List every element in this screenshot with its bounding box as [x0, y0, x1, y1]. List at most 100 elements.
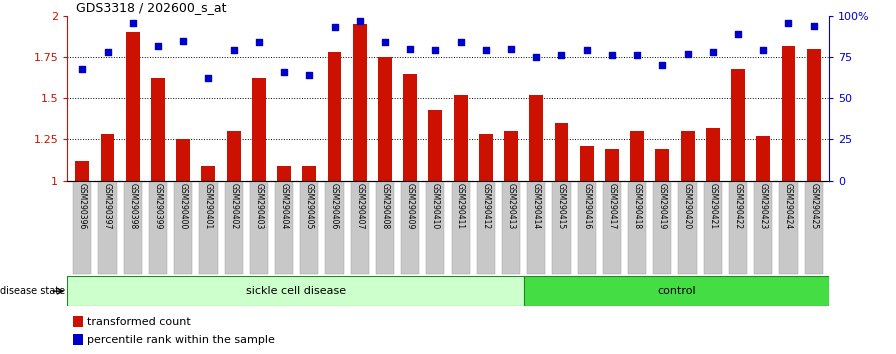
- Text: GSM290418: GSM290418: [633, 183, 642, 229]
- Text: GSM290414: GSM290414: [531, 183, 541, 230]
- FancyBboxPatch shape: [124, 182, 142, 274]
- FancyBboxPatch shape: [805, 182, 823, 274]
- Bar: [681, 131, 694, 181]
- Bar: [403, 74, 418, 181]
- FancyBboxPatch shape: [678, 182, 697, 274]
- FancyBboxPatch shape: [174, 182, 193, 274]
- Point: [806, 23, 821, 29]
- Text: GSM290399: GSM290399: [153, 183, 162, 230]
- Text: GSM290412: GSM290412: [481, 183, 490, 229]
- Bar: [277, 166, 291, 181]
- FancyBboxPatch shape: [250, 182, 268, 274]
- Text: GSM290403: GSM290403: [254, 183, 263, 230]
- Text: GSM290421: GSM290421: [709, 183, 718, 229]
- Text: GSM290404: GSM290404: [280, 183, 289, 230]
- Point: [655, 62, 669, 68]
- FancyBboxPatch shape: [754, 182, 772, 274]
- Text: GSM290417: GSM290417: [607, 183, 616, 230]
- Bar: [605, 149, 619, 181]
- FancyBboxPatch shape: [300, 182, 318, 274]
- Bar: [756, 136, 771, 181]
- Bar: [302, 166, 316, 181]
- Bar: [328, 52, 341, 181]
- Point: [227, 48, 241, 53]
- Point: [202, 76, 216, 81]
- FancyBboxPatch shape: [99, 182, 116, 274]
- Bar: [478, 135, 493, 181]
- Text: GSM290415: GSM290415: [557, 183, 566, 230]
- FancyBboxPatch shape: [199, 182, 218, 274]
- Bar: [524, 276, 829, 306]
- Bar: [75, 161, 90, 181]
- Point: [428, 48, 443, 53]
- FancyBboxPatch shape: [477, 182, 495, 274]
- FancyBboxPatch shape: [426, 182, 444, 274]
- Bar: [731, 69, 745, 181]
- FancyBboxPatch shape: [653, 182, 671, 274]
- FancyBboxPatch shape: [225, 182, 243, 274]
- Text: GSM290416: GSM290416: [582, 183, 591, 230]
- Point: [706, 49, 720, 55]
- FancyBboxPatch shape: [401, 182, 419, 274]
- Point: [580, 48, 594, 53]
- Bar: [202, 166, 215, 181]
- Point: [530, 54, 544, 60]
- Text: GSM290398: GSM290398: [128, 183, 137, 230]
- Point: [151, 43, 165, 48]
- Bar: [353, 24, 366, 181]
- FancyBboxPatch shape: [502, 182, 520, 274]
- Point: [378, 39, 392, 45]
- FancyBboxPatch shape: [780, 182, 797, 274]
- FancyBboxPatch shape: [376, 182, 394, 274]
- Bar: [655, 149, 669, 181]
- Point: [605, 53, 619, 58]
- Point: [756, 48, 771, 53]
- Point: [781, 20, 796, 25]
- Text: GSM290420: GSM290420: [683, 183, 692, 230]
- Point: [478, 48, 493, 53]
- Text: GSM290425: GSM290425: [809, 183, 818, 230]
- Point: [630, 53, 644, 58]
- Text: GSM290401: GSM290401: [204, 183, 213, 230]
- Bar: [580, 146, 594, 181]
- Text: GSM290402: GSM290402: [229, 183, 238, 230]
- FancyBboxPatch shape: [275, 182, 293, 274]
- Bar: [227, 131, 241, 181]
- Bar: [806, 49, 821, 181]
- FancyBboxPatch shape: [527, 182, 546, 274]
- Text: GSM290396: GSM290396: [78, 183, 87, 230]
- Text: GSM290424: GSM290424: [784, 183, 793, 230]
- Bar: [428, 110, 443, 181]
- FancyBboxPatch shape: [729, 182, 747, 274]
- Text: GSM290409: GSM290409: [406, 183, 415, 230]
- FancyBboxPatch shape: [325, 182, 343, 274]
- FancyBboxPatch shape: [452, 182, 470, 274]
- Bar: [530, 95, 543, 181]
- FancyBboxPatch shape: [350, 182, 369, 274]
- Point: [327, 25, 341, 30]
- Point: [302, 72, 316, 78]
- Point: [277, 69, 291, 75]
- Bar: [781, 46, 796, 181]
- Text: GSM290397: GSM290397: [103, 183, 112, 230]
- FancyBboxPatch shape: [628, 182, 646, 274]
- Bar: [630, 131, 644, 181]
- Point: [555, 53, 569, 58]
- Point: [125, 20, 140, 25]
- Point: [352, 18, 366, 24]
- Point: [75, 66, 90, 72]
- FancyBboxPatch shape: [578, 182, 596, 274]
- Text: GSM290400: GSM290400: [178, 183, 187, 230]
- Bar: [67, 276, 524, 306]
- Bar: [151, 79, 165, 181]
- Text: GSM290411: GSM290411: [456, 183, 465, 229]
- FancyBboxPatch shape: [149, 182, 167, 274]
- Bar: [504, 131, 518, 181]
- Point: [176, 38, 190, 44]
- FancyBboxPatch shape: [703, 182, 722, 274]
- Bar: [378, 57, 392, 181]
- Point: [680, 51, 694, 57]
- Bar: [252, 79, 266, 181]
- Point: [100, 49, 115, 55]
- FancyBboxPatch shape: [603, 182, 621, 274]
